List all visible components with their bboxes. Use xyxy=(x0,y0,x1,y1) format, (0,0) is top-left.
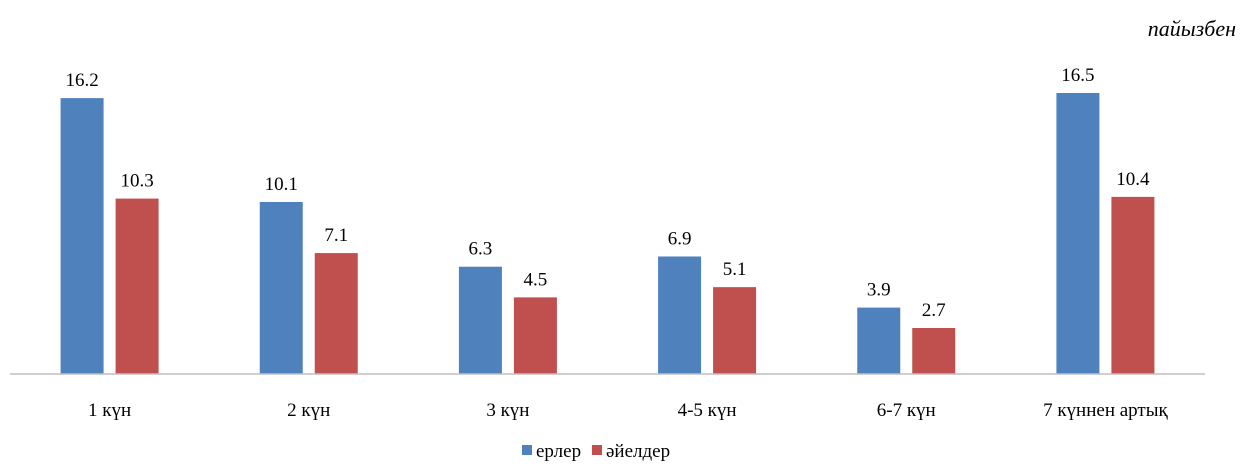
legend-swatch xyxy=(592,445,602,455)
bar-men-1 xyxy=(259,201,303,374)
bar-women-3 xyxy=(713,287,757,374)
bar-men-5 xyxy=(1056,93,1100,374)
data-label: 2.7 xyxy=(922,300,946,321)
data-label: 10.3 xyxy=(120,171,153,192)
bar-women-1 xyxy=(314,253,358,374)
legend-label: ерлер xyxy=(536,441,581,462)
data-label: 7.1 xyxy=(324,225,348,246)
x-tick-label: 2 күн xyxy=(287,400,330,421)
x-tick-label: 1 күн xyxy=(88,400,131,421)
unit-label: пайызбен xyxy=(1148,16,1236,41)
bar-women-5 xyxy=(1111,196,1155,374)
data-label: 5.1 xyxy=(723,259,747,280)
bar-men-0 xyxy=(60,98,104,374)
legend: ерлер әйелдер xyxy=(522,441,670,462)
data-label: 16.5 xyxy=(1061,65,1094,86)
legend-swatch xyxy=(522,445,532,455)
x-tick-label: 6-7 күн xyxy=(877,400,936,421)
legend-item-women: әйелдер xyxy=(592,441,670,462)
bar-men-2 xyxy=(458,266,502,374)
data-label: 10.1 xyxy=(265,174,298,195)
data-labels-layer: 16.2 10.3 10.1 7.1 6.3 4.5 6.9 5.1 3.9 2.7 16.5 10.… xyxy=(65,65,1150,321)
data-label: 16.2 xyxy=(65,70,98,91)
x-tick-labels: 1 күн 2 күн 3 күн 4-5 күн 6-7 күн 7 күннен ар… xyxy=(88,400,1169,421)
bars-layer xyxy=(60,93,1155,374)
bar-women-0 xyxy=(115,198,159,374)
data-label: 4.5 xyxy=(524,269,548,290)
bar-men-4 xyxy=(857,307,901,374)
data-label: 6.3 xyxy=(469,239,493,260)
bar-men-3 xyxy=(658,256,702,374)
x-tick-label: 7 күннен артық xyxy=(1043,400,1168,421)
data-label: 3.9 xyxy=(867,280,891,301)
legend-label: әйелдер xyxy=(606,441,670,462)
data-label: 10.4 xyxy=(1116,169,1150,190)
bar-women-2 xyxy=(513,297,557,374)
legend-item-men: ерлер xyxy=(522,441,581,462)
x-tick-label: 4-5 күн xyxy=(678,400,737,421)
x-tick-label: 3 күн xyxy=(486,400,529,421)
data-label: 6.9 xyxy=(668,228,692,249)
bar-women-4 xyxy=(912,328,956,374)
